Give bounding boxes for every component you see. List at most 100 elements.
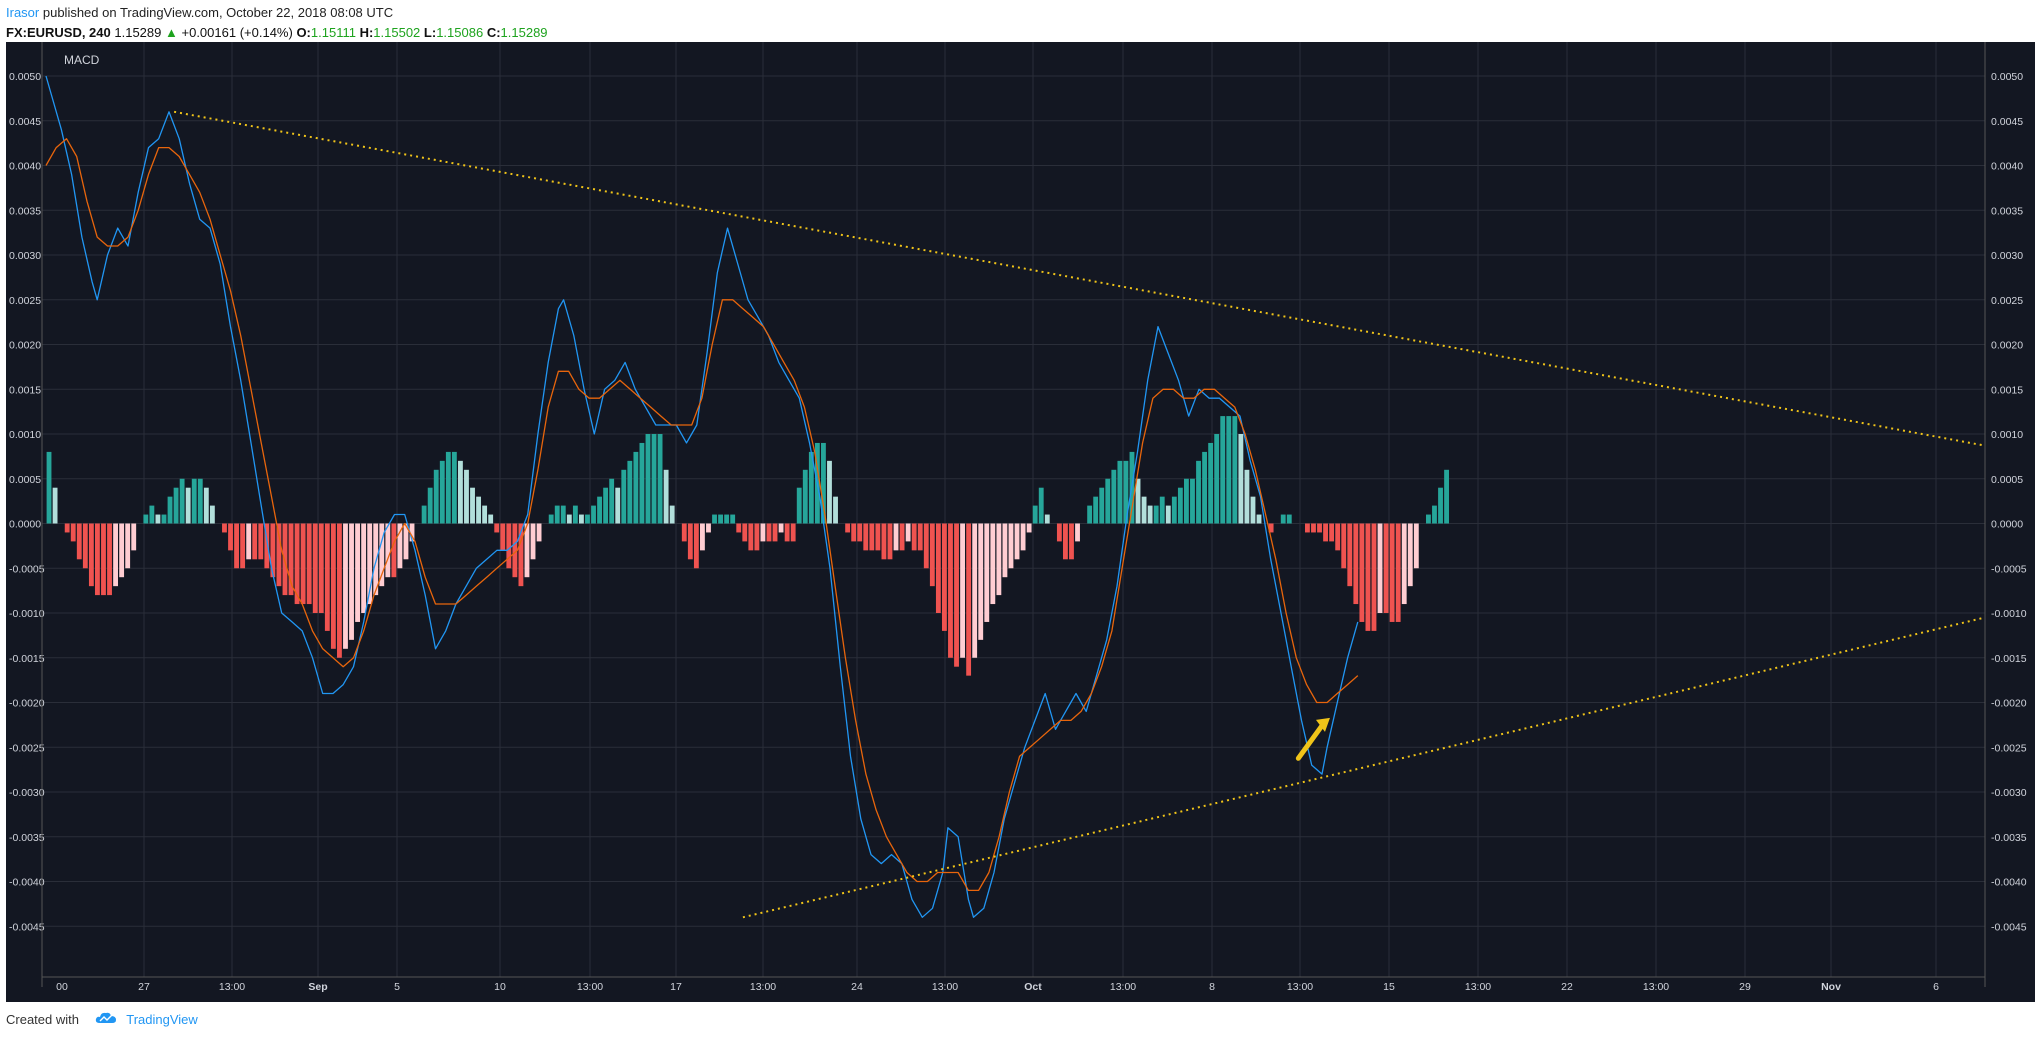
y-tick-label-right: 0.0020 bbox=[1991, 340, 2023, 352]
histogram-bar bbox=[996, 523, 1002, 596]
histogram-bar bbox=[796, 487, 802, 524]
histogram-bar bbox=[246, 523, 252, 560]
histogram-bar bbox=[1153, 505, 1159, 524]
histogram-bar bbox=[1444, 469, 1449, 524]
chart-background bbox=[42, 42, 1985, 987]
histogram-bar bbox=[1008, 523, 1014, 569]
x-tick-label: 27 bbox=[138, 981, 150, 993]
histogram-bar bbox=[306, 523, 312, 605]
histogram-bar bbox=[330, 523, 336, 649]
histogram-bar bbox=[772, 523, 778, 542]
histogram-bar bbox=[984, 523, 990, 622]
x-tick-label: 22 bbox=[1561, 981, 1573, 993]
histogram-bar bbox=[857, 523, 863, 542]
histogram-bar bbox=[845, 523, 851, 533]
created-with-text: Created with bbox=[6, 1012, 79, 1027]
histogram-bar bbox=[948, 523, 953, 658]
histogram-bar bbox=[784, 523, 790, 542]
histogram-bar bbox=[1238, 434, 1244, 524]
histogram-bar bbox=[518, 523, 524, 587]
histogram-bar bbox=[1099, 487, 1105, 524]
x-tick-label: Nov bbox=[1821, 981, 1841, 993]
histogram-bar bbox=[282, 523, 288, 596]
histogram-bar bbox=[821, 442, 826, 524]
histogram-bar bbox=[64, 523, 70, 533]
author-link[interactable]: Irasor bbox=[6, 5, 40, 20]
histogram-bar bbox=[101, 523, 106, 596]
series-line-macd bbox=[45, 75, 1359, 918]
x-tick-label: 13:00 bbox=[932, 981, 958, 993]
y-tick-label-left: 0.0050 bbox=[9, 71, 41, 83]
histogram-bar bbox=[1075, 523, 1080, 542]
histogram-bar bbox=[355, 523, 360, 622]
tradingview-cloud-icon bbox=[95, 1009, 117, 1033]
histogram-bar bbox=[827, 460, 832, 524]
x-tick-label: 15 bbox=[1383, 981, 1395, 993]
histogram-bar bbox=[736, 523, 742, 533]
y-tick-label-right: 0.0050 bbox=[1991, 71, 2023, 83]
histogram-bar bbox=[760, 523, 766, 542]
y-tick-label-right: 0.0000 bbox=[1991, 519, 2023, 531]
histogram-bar bbox=[687, 523, 693, 560]
histogram-bar bbox=[1202, 451, 1207, 524]
y-tick-label-right: -0.0020 bbox=[1991, 698, 2027, 710]
y-tick-label-left: -0.0020 bbox=[9, 698, 45, 710]
histogram-bar bbox=[833, 496, 838, 524]
histogram-bar bbox=[270, 523, 276, 578]
x-tick-label: 13:00 bbox=[219, 981, 245, 993]
y-tick-label-left: 0.0020 bbox=[9, 340, 41, 352]
histogram-bar bbox=[881, 523, 887, 560]
x-tick-label: 13:00 bbox=[1465, 981, 1491, 993]
histogram-bar bbox=[143, 514, 149, 524]
footer: Created with TradingView bbox=[6, 1008, 198, 1032]
histogram-bar bbox=[1311, 523, 1316, 533]
histogram-bar bbox=[1426, 514, 1431, 524]
histogram-bar bbox=[1341, 523, 1347, 569]
axes: 0.0050 0.0050 0.0045 0.0045 0.0040 0.0040 0.00… bbox=[9, 42, 2027, 993]
histogram-bar bbox=[500, 523, 506, 551]
histogram-bar bbox=[119, 523, 125, 578]
left-axis-bg bbox=[6, 42, 42, 987]
histogram-bar bbox=[1305, 523, 1310, 533]
y-tick-label-left: 0.0035 bbox=[9, 205, 41, 217]
open-value: 1.15111 bbox=[310, 25, 356, 40]
histogram-bar bbox=[1026, 523, 1032, 533]
histogram-bar bbox=[288, 523, 294, 596]
symbol-label: FX:EURUSD, 240 bbox=[6, 25, 111, 40]
histogram-bar bbox=[663, 469, 669, 524]
low-label: L: bbox=[423, 25, 437, 40]
close-value: 1.15289 bbox=[500, 25, 548, 40]
histogram-bar bbox=[125, 523, 131, 569]
histogram-bar bbox=[972, 523, 978, 658]
histogram-bar bbox=[524, 523, 530, 578]
histogram-bar bbox=[82, 523, 88, 569]
histogram-bar bbox=[802, 469, 808, 524]
histogram-bar bbox=[179, 478, 185, 524]
macd-chart-panel[interactable]: 0.0050 0.0050 0.0045 0.0045 0.0040 0.0040 0.00… bbox=[6, 42, 2035, 1002]
histogram-bar bbox=[427, 487, 433, 524]
histogram-bar bbox=[476, 496, 481, 524]
y-tick-label-left: -0.0005 bbox=[9, 563, 45, 575]
histogram-bar bbox=[361, 523, 367, 613]
histogram-bar bbox=[693, 523, 699, 569]
tradingview-brand-link[interactable]: TradingView bbox=[126, 1012, 198, 1027]
histogram-bar bbox=[294, 523, 300, 605]
histogram-bar bbox=[978, 523, 984, 640]
histogram-bar bbox=[1208, 442, 1214, 524]
histogram-bar bbox=[681, 523, 687, 542]
histogram-bar bbox=[754, 523, 760, 551]
x-tick-label: 13:00 bbox=[1287, 981, 1313, 993]
y-tick-label-left: -0.0010 bbox=[9, 608, 45, 620]
high-label: H: bbox=[359, 25, 374, 40]
y-tick-label-left: -0.0015 bbox=[9, 653, 45, 665]
y-tick-label-right: -0.0005 bbox=[1991, 563, 2027, 575]
macd-chart[interactable]: 0.0050 0.0050 0.0045 0.0045 0.0040 0.0040 0.00… bbox=[6, 42, 2035, 1002]
histogram-bar bbox=[1329, 523, 1335, 542]
histogram-bar bbox=[1401, 523, 1407, 605]
histogram-bar bbox=[149, 505, 155, 524]
y-tick-label-right: 0.0010 bbox=[1991, 429, 2023, 441]
histogram-bar bbox=[397, 523, 403, 569]
histogram-bar bbox=[621, 469, 627, 524]
histogram-bar bbox=[633, 451, 639, 524]
histogram-bar bbox=[1359, 523, 1365, 622]
